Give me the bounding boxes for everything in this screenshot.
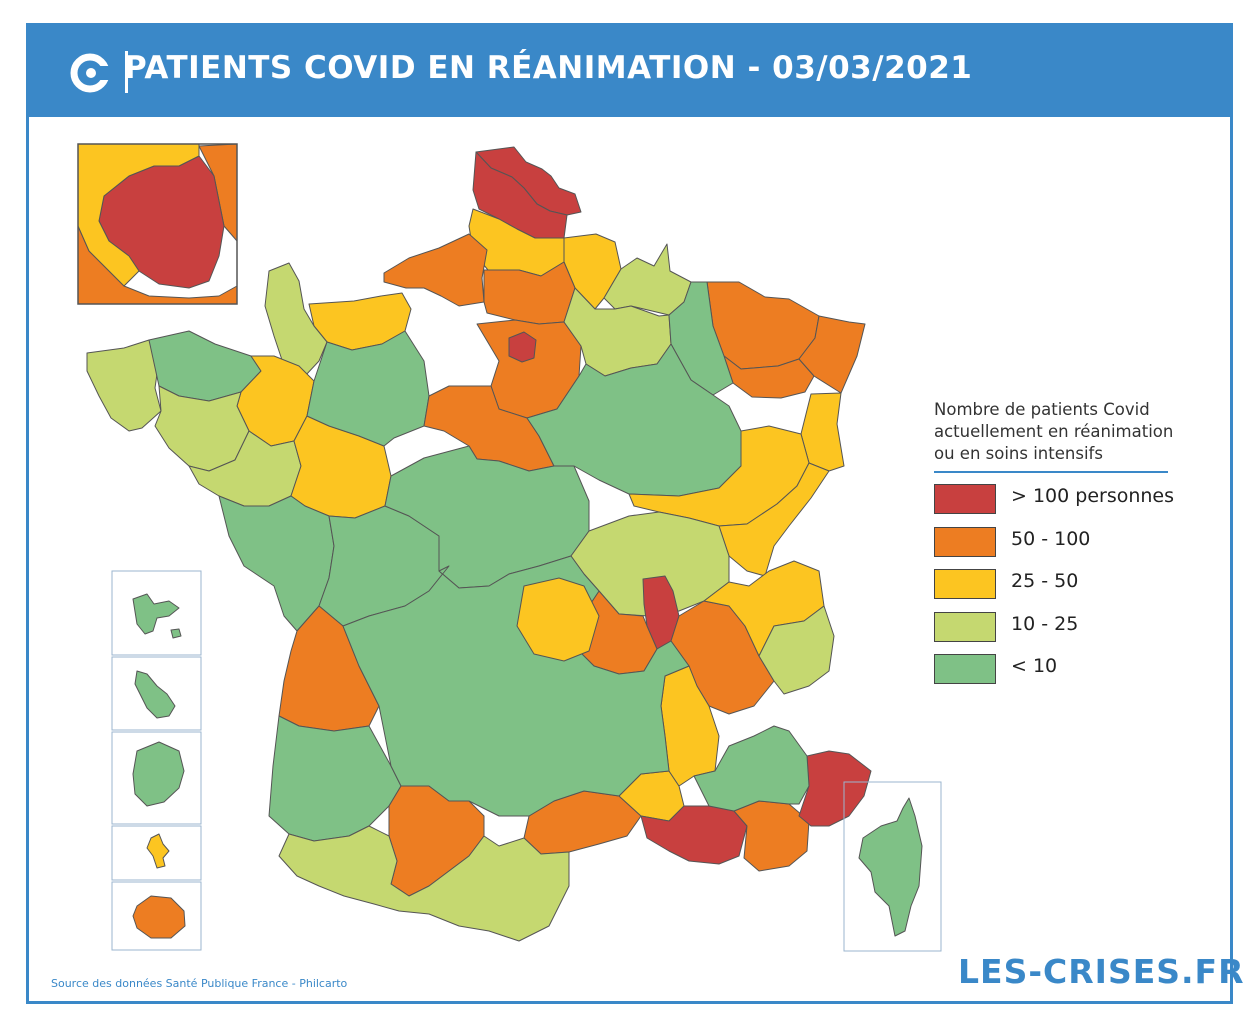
legend-item: < 10 bbox=[934, 654, 1204, 697]
martinique-inset-frame bbox=[111, 656, 202, 731]
legend-divider bbox=[934, 471, 1168, 473]
guyane-inset-frame bbox=[111, 731, 202, 825]
zone-bouches-du-rhone bbox=[640, 805, 748, 865]
page-title: PATIENTS COVID EN RÉANIMATION - 03/03/20… bbox=[124, 50, 973, 86]
legend-item: 10 - 25 bbox=[934, 611, 1204, 655]
zone-inset-paris-north bbox=[77, 143, 200, 287]
zone-martinique bbox=[134, 670, 176, 719]
legend-label: 10 - 25 bbox=[1011, 612, 1079, 635]
legend-swatch bbox=[934, 611, 996, 642]
les-crises-logo-icon bbox=[70, 53, 110, 93]
zone-paris-core bbox=[508, 331, 537, 363]
zone-var bbox=[733, 800, 810, 872]
zone-alpes-maritimes bbox=[798, 750, 872, 827]
mayotte-inset-frame bbox=[111, 825, 202, 881]
legend-swatch bbox=[934, 526, 996, 557]
paris-inset-frame bbox=[77, 143, 238, 305]
corse-inset-frame bbox=[843, 781, 942, 952]
legend-title-line: actuellement en réanimation bbox=[934, 422, 1174, 441]
zone-finistere bbox=[86, 339, 162, 432]
zone-la-reunion bbox=[132, 895, 186, 939]
zone-landes bbox=[268, 715, 402, 842]
zone-pas-de-calais bbox=[472, 151, 568, 239]
legend-item: > 100 personnes bbox=[934, 484, 1204, 527]
header-divider bbox=[125, 51, 128, 93]
departement-zones bbox=[77, 143, 923, 942]
zone-meurthe-et-moselle bbox=[723, 355, 815, 399]
source-credit: Source des données Santé Publique France… bbox=[51, 977, 348, 990]
brand-wordmark: LES-CRISES.FR bbox=[958, 952, 1245, 991]
legend-item: 50 - 100 bbox=[934, 526, 1204, 570]
zone-puy-de-dome bbox=[516, 577, 600, 662]
zone-pyrenees bbox=[278, 825, 570, 942]
zone-alpes-hp bbox=[693, 725, 810, 812]
zone-guyane bbox=[132, 741, 185, 807]
page-frame: PATIENTS COVID EN RÉANIMATION - 03/03/20… bbox=[26, 23, 1244, 1004]
legend-title: Nombre de patients Covid actuellement en… bbox=[934, 399, 1204, 465]
zone-massif-central bbox=[342, 555, 690, 817]
title-bar: PATIENTS COVID EN RÉANIMATION - 03/03/20… bbox=[29, 26, 1230, 117]
legend-label: 25 - 50 bbox=[1011, 570, 1079, 592]
france-choropleth-map bbox=[77, 143, 942, 952]
legend-swatch bbox=[934, 569, 996, 599]
zone-corse bbox=[858, 797, 923, 937]
legend-swatch bbox=[934, 654, 996, 684]
legend-label: 50 - 100 bbox=[1011, 527, 1091, 550]
legend: Nombre de patients Covid actuellement en… bbox=[934, 399, 1204, 697]
zone-savoie bbox=[758, 605, 835, 695]
zone-manche bbox=[264, 262, 328, 377]
legend-title-line: ou en soins intensifs bbox=[934, 444, 1103, 463]
legend-label: < 10 bbox=[1011, 655, 1058, 677]
legend-swatch bbox=[934, 484, 996, 514]
legend-label: > 100 personnes bbox=[1011, 485, 1175, 507]
la-reunion-inset-frame bbox=[111, 881, 202, 951]
zone-guadeloupe bbox=[132, 593, 182, 639]
guadeloupe-inset-frame bbox=[111, 570, 202, 656]
zone-mayotte bbox=[146, 833, 170, 869]
legend-title-line: Nombre de patients Covid bbox=[934, 400, 1150, 419]
legend-item: 25 - 50 bbox=[934, 569, 1204, 612]
